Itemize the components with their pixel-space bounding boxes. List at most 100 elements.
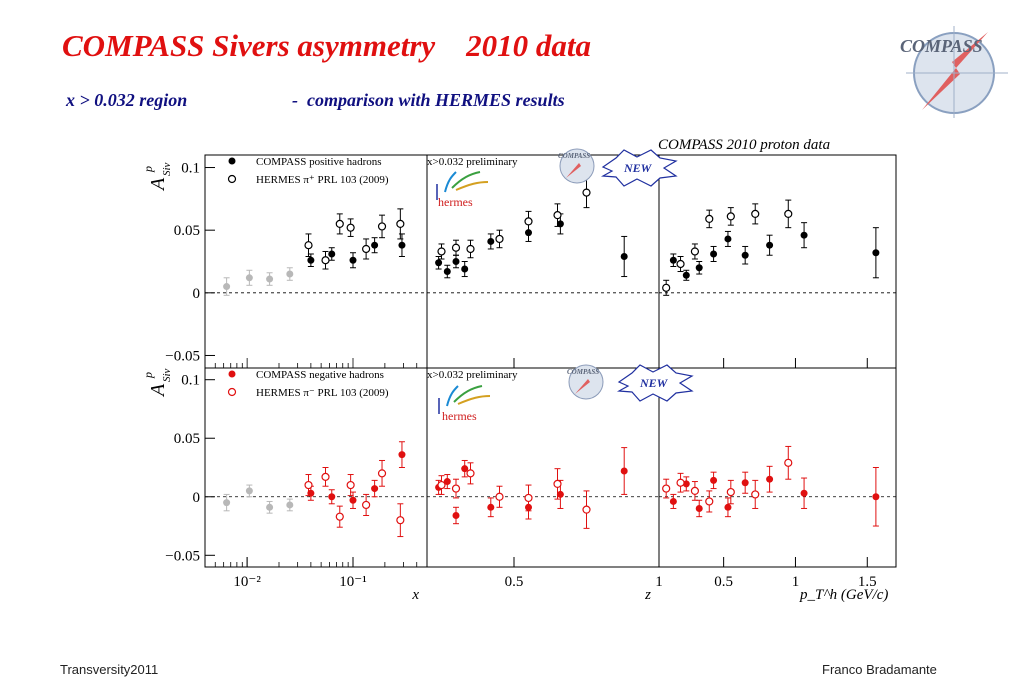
legend-label: HERMES π⁺ PRL 103 (2009) — [256, 174, 389, 186]
compass-logo: COMPASS — [900, 26, 1008, 118]
ytick-label: 0.05 — [174, 223, 200, 239]
marker-open — [396, 516, 405, 525]
ylabel-bottom: A — [147, 383, 169, 398]
ylabel-bottom-sup: p — [141, 372, 155, 379]
data-point-1-1-1-5 — [553, 468, 562, 500]
marker-filled — [741, 251, 749, 259]
new-badge-bottom-label: NEW — [639, 376, 669, 390]
data-point-0-0-1-3 — [371, 237, 379, 254]
panel-frame — [204, 154, 428, 369]
marker-open — [362, 244, 371, 254]
legend-marker-filled — [228, 157, 236, 165]
data-point-0-2-0-3 — [710, 245, 718, 262]
data-point-0-1-0-3 — [461, 261, 469, 278]
marker-open — [362, 500, 371, 510]
logo-text: COMPASS — [900, 36, 983, 56]
data-point-1-0-1-0 — [307, 485, 315, 501]
marker-filled — [452, 258, 460, 265]
marker-open — [662, 283, 671, 292]
marker-open — [524, 493, 533, 503]
data-point-1-0-0-3 — [286, 498, 294, 512]
data-point-1-0-2-2 — [335, 505, 344, 528]
data-point-0-0-0-1 — [245, 269, 253, 286]
xtick-label: 1 — [655, 574, 663, 590]
data-point-1-1-0-3 — [461, 459, 469, 478]
marker-open — [751, 209, 760, 218]
ylabel-bottom-sub: Siv — [161, 368, 173, 382]
marker-open — [346, 223, 355, 232]
marker-open — [451, 484, 461, 493]
ytick-label: 0 — [193, 286, 201, 302]
data-point-1-1-1-4 — [524, 484, 533, 512]
footer-left: Transversity2011 — [60, 662, 159, 677]
data-point-1-2-1-3 — [705, 490, 714, 513]
data-point-0-1-1-5 — [553, 203, 562, 227]
ylabel-top-sup: p — [141, 166, 155, 173]
marker-filled — [695, 504, 703, 512]
marker-filled — [669, 256, 677, 264]
marker-open — [346, 480, 355, 490]
marker-open — [321, 472, 330, 481]
marker-open — [676, 478, 685, 487]
data-point-0-0-0-3 — [286, 267, 294, 281]
data-point-0-2-1-1 — [676, 255, 685, 273]
data-point-0-0-0-2 — [266, 272, 274, 286]
new-badge-top: NEW — [600, 149, 678, 187]
data-point-0-1-0-1 — [443, 264, 451, 279]
data-point-0-1-1-4 — [524, 210, 533, 232]
marker-filled — [286, 270, 294, 278]
footer-right: Franco Bradamante — [822, 662, 937, 677]
marker-open — [690, 486, 700, 496]
data-point-1-1-1-6 — [582, 490, 591, 529]
chart-frame: 0.1 0.05 0 −0.05 COMPASS positive hadrons HER… — [165, 154, 897, 603]
data-point-0-0-2-0 — [304, 233, 313, 257]
hermes-logo-top: hermes — [436, 171, 489, 209]
data-point-1-2-1-4 — [726, 479, 735, 505]
data-point-0-0-2-3 — [346, 218, 355, 237]
marker-open — [495, 234, 504, 244]
data-point-1-1-0-1 — [443, 474, 451, 490]
data-point-1-2-1-5 — [751, 479, 760, 509]
data-point-1-2-0-3 — [710, 471, 718, 490]
marker-filled — [223, 499, 231, 507]
data-point-1-2-0-0 — [669, 493, 677, 509]
xtick-label: 0.5 — [505, 574, 524, 590]
data-point-1-2-0-2 — [695, 499, 703, 518]
data-point-1-0-2-4 — [362, 493, 371, 516]
small-logo-text-bottom: COMPASS — [567, 368, 599, 376]
marker-filled — [266, 503, 274, 511]
marker-open — [676, 259, 685, 269]
data-point-1-0-1-3 — [371, 479, 379, 498]
data-point-0-2-1-2 — [690, 243, 700, 260]
legend-label: COMPASS negative hadrons — [256, 369, 384, 381]
data-point-0-0-2-6 — [396, 208, 405, 240]
data-point-0-2-0-1 — [682, 269, 690, 281]
marker-filled — [398, 241, 406, 249]
legend-label: HERMES π⁻ PRL 103 (2009) — [256, 387, 389, 399]
hermes-logo-bottom-label: hermes — [442, 409, 477, 423]
data-point-0-0-2-1 — [321, 250, 330, 270]
marker-open — [726, 487, 735, 497]
data-point-1-2-1-2 — [690, 481, 700, 501]
marker-open — [524, 217, 533, 226]
marker-filled — [724, 503, 732, 511]
data-point-1-0-1-1 — [328, 489, 336, 505]
marker-open — [304, 480, 313, 490]
marker-open — [304, 241, 313, 250]
data-point-0-0-2-2 — [335, 213, 344, 235]
ytick-label: −0.05 — [165, 548, 200, 564]
new-badge-top-label: NEW — [623, 161, 653, 175]
data-point-0-1-1-6 — [582, 177, 591, 209]
marker-filled — [328, 250, 336, 258]
marker-open — [396, 219, 405, 229]
marker-filled — [669, 497, 677, 505]
xaxis-label: x — [411, 587, 419, 603]
legend-marker-open — [227, 174, 237, 184]
ytick-label: 0.1 — [181, 161, 200, 177]
marker-filled — [872, 493, 880, 501]
xtick-label: 0.5 — [714, 574, 733, 590]
marker-filled — [286, 501, 294, 509]
data-point-0-2-0-8 — [872, 227, 880, 279]
marker-filled — [435, 259, 443, 267]
